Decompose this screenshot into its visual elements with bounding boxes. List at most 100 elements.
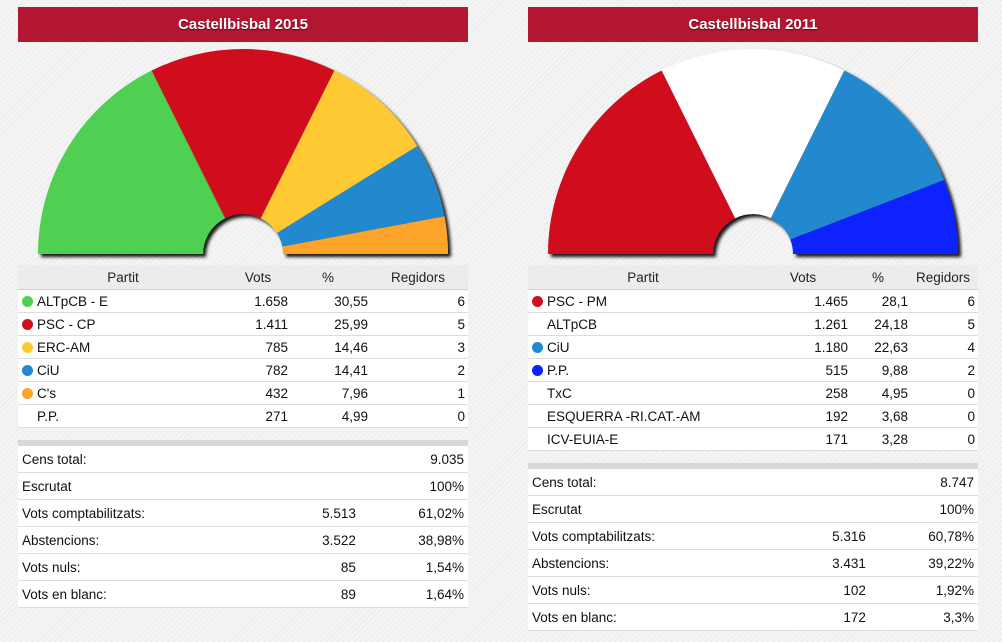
party-results-table: Partit Vots % Regidors PSC - PM 1.465 28,1… <box>528 265 978 451</box>
section-divider <box>528 463 978 469</box>
panel-2011: Castellbisbal 2011 Partit Vots % Regidor… <box>528 7 978 631</box>
panel-title: Castellbisbal 2015 <box>18 7 468 42</box>
stat-percent: 39,22% <box>869 549 978 577</box>
stat-label: Abstencions: <box>528 549 786 577</box>
stat-row: Escrutat 100% <box>18 472 468 500</box>
stat-value <box>786 495 870 523</box>
party-votes: 258 <box>758 381 848 405</box>
turnout-stats-table: Cens total: 9.035 Escrutat 100% Vots comptab… <box>18 446 468 608</box>
stat-label: Escrutat <box>18 472 276 500</box>
turnout-stats-table: Cens total: 8.747 Escrutat 100% Vots comptab… <box>528 469 978 631</box>
party-percent: 30,55 <box>288 289 368 313</box>
party-percent: 4,99 <box>288 404 368 428</box>
column-header-seats: Regidors <box>368 265 468 290</box>
party-row: P.P. 515 9,88 2 <box>528 358 978 382</box>
party-seats: 0 <box>908 381 978 405</box>
column-header-pct: % <box>848 265 908 290</box>
party-name-cell: ERC-AM <box>18 335 228 359</box>
party-row: ESQUERRA -RI.CAT.-AM 192 3,68 0 <box>528 404 978 428</box>
column-header-seats: Regidors <box>908 265 978 290</box>
party-row: PSC - PM 1.465 28,1 6 <box>528 289 978 313</box>
stat-label: Vots nuls: <box>528 576 786 604</box>
party-row: CiU 782 14,41 2 <box>18 358 468 382</box>
party-percent: 3,68 <box>848 404 908 428</box>
party-votes: 192 <box>758 404 848 428</box>
party-color-dot-icon <box>22 411 33 422</box>
party-seats: 5 <box>368 312 468 336</box>
party-row: C's 432 7,96 1 <box>18 381 468 405</box>
stat-row: Vots en blanc: 172 3,3% <box>528 603 978 631</box>
stat-row: Escrutat 100% <box>528 495 978 523</box>
party-seats: 6 <box>908 289 978 313</box>
party-votes: 782 <box>228 358 288 382</box>
party-seats: 6 <box>368 289 468 313</box>
stat-row: Cens total: 8.747 <box>528 469 978 496</box>
stat-label: Vots en blanc: <box>528 603 786 631</box>
party-name-cell: C's <box>18 381 228 405</box>
stat-percent: 61,02% <box>359 499 468 527</box>
party-seats: 0 <box>368 404 468 428</box>
party-name-cell: TxC <box>528 381 758 405</box>
party-color-dot-icon <box>22 364 33 376</box>
party-name: CiU <box>37 362 60 378</box>
party-name-cell: PSC - PM <box>528 289 758 313</box>
party-seats: 2 <box>368 358 468 382</box>
stat-label: Abstencions: <box>18 526 276 554</box>
stat-row: Vots comptabilitzats: 5.316 60,78% <box>528 522 978 550</box>
party-name-cell: ESQUERRA -RI.CAT.-AM <box>528 404 758 428</box>
party-row: P.P. 271 4,99 0 <box>18 404 468 428</box>
stat-label: Escrutat <box>528 495 786 523</box>
party-votes: 785 <box>228 335 288 359</box>
hemicycle-slice <box>277 146 445 247</box>
hemicycle-slice <box>790 179 958 254</box>
stat-label: Vots comptabilitzats: <box>18 499 276 527</box>
party-row: ALTpCB - E 1.658 30,55 6 <box>18 289 468 313</box>
party-seats: 3 <box>368 335 468 359</box>
party-seats: 0 <box>908 427 978 451</box>
party-name: P.P. <box>547 362 570 378</box>
party-name: ALTpCB - E <box>37 293 109 309</box>
stat-label: Vots comptabilitzats: <box>528 522 786 550</box>
party-name-cell: ALTpCB <box>528 312 758 336</box>
party-color-dot-icon <box>532 318 543 330</box>
stat-value: 85 <box>276 553 360 581</box>
party-name: TxC <box>547 385 572 401</box>
stat-value: 89 <box>276 580 360 608</box>
party-votes: 271 <box>228 404 288 428</box>
stat-value: 5.513 <box>276 499 360 527</box>
party-votes: 1.261 <box>758 312 848 336</box>
party-row: ERC-AM 785 14,46 3 <box>18 335 468 359</box>
stat-percent: 60,78% <box>869 522 978 550</box>
party-name-cell: ICV-EUIA-E <box>528 427 758 451</box>
stat-label: Cens total: <box>528 469 786 496</box>
party-row: TxC 258 4,95 0 <box>528 381 978 405</box>
stat-value: 5.316 <box>786 522 870 550</box>
party-seats: 2 <box>908 358 978 382</box>
party-name: ESQUERRA -RI.CAT.-AM <box>547 408 701 424</box>
party-percent: 4,95 <box>848 381 908 405</box>
party-percent: 14,46 <box>288 335 368 359</box>
party-votes: 432 <box>228 381 288 405</box>
party-name: ICV-EUIA-E <box>547 431 619 447</box>
party-percent: 9,88 <box>848 358 908 382</box>
party-votes: 171 <box>758 427 848 451</box>
party-seats: 0 <box>908 404 978 428</box>
stat-label: Cens total: <box>18 446 276 473</box>
stat-label: Vots nuls: <box>18 553 276 581</box>
hemicycle-slice <box>770 70 945 240</box>
party-color-dot-icon <box>22 318 33 330</box>
party-name: ERC-AM <box>37 339 91 355</box>
party-name-cell: CiU <box>18 358 228 382</box>
hemicycle-slice <box>260 70 418 233</box>
stat-row: Vots nuls: 85 1,54% <box>18 553 468 581</box>
stat-value: 3.522 <box>276 526 360 554</box>
stat-percent: 1,92% <box>869 576 978 604</box>
panel-2015: Castellbisbal 2015 Partit Vots % Regidor… <box>18 7 468 608</box>
stat-percent: 3,3% <box>869 603 978 631</box>
panel-title: Castellbisbal 2011 <box>528 7 978 42</box>
stat-percent: 9.035 <box>359 446 468 473</box>
stat-row: Cens total: 9.035 <box>18 446 468 473</box>
party-row: ICV-EUIA-E 171 3,28 0 <box>528 427 978 451</box>
hemicycle-chart <box>548 48 958 255</box>
column-header-votes: Vots <box>758 265 848 290</box>
